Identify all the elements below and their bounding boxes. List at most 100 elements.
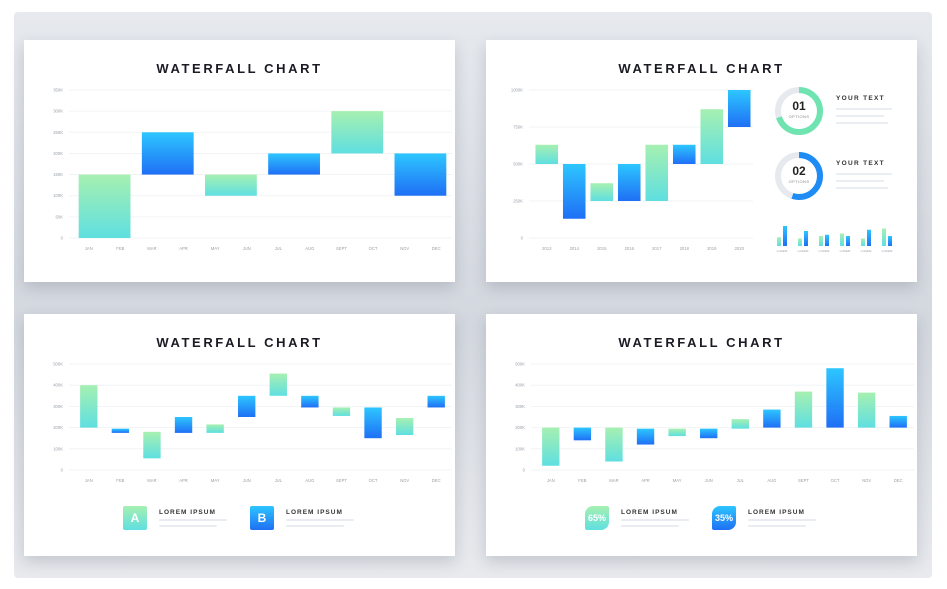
mini-bar-label: LOREM [840,249,851,253]
x-tick-label: 2016 [625,246,635,251]
text-line [286,519,354,521]
chart-title: WATERFALL CHART [156,335,323,350]
chart-title: WATERFALL CHART [156,61,323,76]
x-tick-label: FEB [578,478,586,483]
text-line [286,525,344,527]
waterfall-bar-6 [394,153,447,196]
mini-bar [804,231,808,246]
x-tick-label: AUG [767,478,776,483]
legend-badge: B [250,506,274,530]
mini-bar-label: LOREM [798,249,809,253]
ring-progress [775,87,823,135]
text-line [621,519,689,521]
waterfall-bar-10 [364,407,382,439]
y-tick-label: 150K [53,172,63,177]
waterfall-bar-9 [794,391,813,428]
x-tick-label: 2017 [652,246,662,251]
waterfall-bar-1 [80,385,98,428]
mini-bar [798,238,802,246]
x-tick-label: MAR [147,478,156,483]
legend-text: LOREM IPSUM [286,509,343,516]
waterfall-bar-3 [590,183,614,201]
waterfall-bar-4 [268,153,320,175]
mini-bar [783,226,787,246]
y-tick-label: 500K [515,362,525,367]
waterfall-bar-4 [636,428,655,445]
waterfall-bar-12 [427,395,445,408]
mini-bar [840,233,844,246]
mini-bar-label: LOREM [861,249,872,253]
waterfall-bar-11 [395,418,414,436]
waterfall-bar-9 [332,407,351,416]
x-tick-label: AUG [305,246,314,251]
mini-bar [867,229,871,246]
slide-waterfall-4: WATERFALL CHART 0 100K 200K 300K 400K 500K JAN… [486,314,917,556]
waterfall-bar-3 [205,174,257,196]
text-line [748,525,806,527]
waterfall-bar-7 [269,373,287,396]
your-text-heading: YOUR TEXT [836,95,885,102]
slide-waterfall-1: WATERFALL CHART 0 50K 100K 150K 200K 250K 300K… [24,40,455,282]
waterfall-bar-2 [562,164,586,219]
y-tick-label: 200K [53,151,63,156]
text-line [159,519,227,521]
x-tick-label: JAN [85,478,93,483]
mini-bar [846,236,850,246]
y-tick-label: 0 [521,236,524,241]
y-tick-label: 300K [515,404,525,409]
legend-badge: A [123,506,147,530]
waterfall-bar-2 [573,427,592,441]
waterfall-bar-6 [672,144,696,164]
y-tick-label: 400K [515,383,525,388]
waterfall-chart-4: 0 100K 200K 300K 400K 500K JAN FEB MAR APR MAY JUN J… [515,362,914,483]
waterfall-bar-6 [700,428,718,439]
y-tick-label: 0 [61,236,64,241]
text-line [836,187,888,189]
waterfall-bar-1 [78,174,131,238]
y-tick-label: 200K [515,425,525,430]
x-tick-label: MAY [211,246,220,251]
option-02: 02 OPTIONS YOUR TEXT [774,151,914,205]
donut-ring-01 [775,87,823,135]
waterfall-chart-1: 0 50K 100K 150K 200K 250K 300K 350K JAN FEB MAR APR… [53,88,452,251]
x-tick-label: OCT [369,246,378,251]
x-tick-label: DEC [894,478,903,483]
x-tick-label: MAR [147,246,156,251]
mini-bar-label: LOREM [882,249,893,253]
mini-bar [888,236,892,246]
waterfall-bar-8 [763,409,781,428]
y-tick-label: 350K [53,88,63,93]
x-tick-label: DEC [432,246,441,251]
legend-badge: 65% [585,506,609,530]
x-tick-label: FEB [116,246,124,251]
x-tick-label: 2014 [570,246,580,251]
x-tick-label: JAN [85,246,93,251]
chart-title: WATERFALL CHART [618,335,785,350]
mini-bar [825,234,829,246]
x-tick-label: JUN [705,478,713,483]
x-tick-label: APR [641,478,650,483]
y-tick-label: 250K [513,199,523,204]
x-tick-label: 2015 [597,246,607,251]
x-tick-label: OCT [831,478,840,483]
mini-bar-label: LOREM [819,249,830,253]
waterfall-bar-7 [731,419,749,429]
x-tick-label: JUL [275,478,283,483]
text-line [836,122,888,124]
y-tick-label: 400K [53,383,63,388]
x-tick-label: APR [179,246,188,251]
mini-bar [777,237,781,246]
x-tick-label: JUN [243,246,251,251]
x-tick-label: 2020 [735,246,745,251]
option-label: OPTIONS [788,114,810,119]
y-tick-label: 100K [53,446,63,451]
ring-progress [775,152,823,200]
x-tick-label: FEB [116,478,124,483]
donut-ring-02 [775,152,823,200]
waterfall-bar-12 [889,415,907,428]
waterfall-bar-5 [668,428,686,437]
legend-text: LOREM IPSUM [159,509,216,516]
legend-badge: 35% [712,506,736,530]
y-tick-label: 300K [53,404,63,409]
y-tick-label: 0 [61,468,64,473]
